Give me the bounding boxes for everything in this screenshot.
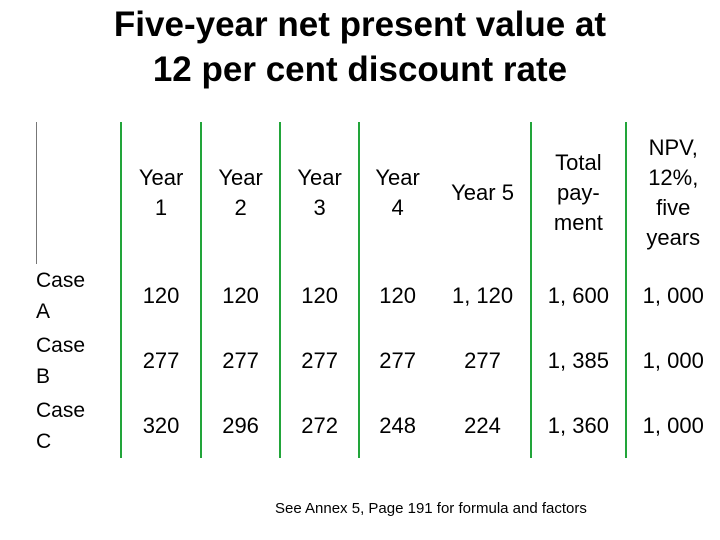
table-row-case-b: Case B 277 277 277 277 277 1, 385 1, 000	[36, 328, 720, 393]
table-cell: 1, 385	[530, 328, 626, 393]
table-row-case-c: Case C 320 296 272 248 224 1, 360 1, 000	[36, 393, 720, 458]
header-year-4: Year 4	[358, 122, 435, 263]
table-row-case-a: Case A 120 120 120 120 1, 120 1, 600 1, …	[36, 263, 720, 328]
table-cell: 120	[278, 263, 360, 328]
table-cell: 277	[464, 347, 501, 373]
table-frame-left	[36, 122, 37, 264]
header-row: Year 1 Year 2 Year 3 Year 4 Year 5 Total…	[36, 122, 720, 263]
table-cell: 248	[358, 393, 435, 458]
title-line-1: Five-year net present value at	[113, 5, 607, 44]
table-cell: 1, 000	[624, 263, 720, 328]
table-cell: 1, 360	[530, 393, 626, 458]
table-cell: 120	[200, 263, 280, 328]
footnote: See Annex 5, Page 191 for formula and fa…	[275, 500, 587, 517]
table-cell: 120	[358, 263, 435, 328]
slide-title: Five-year net present value at 12 per ce…	[0, 2, 720, 92]
table-cell: 1, 600	[530, 263, 626, 328]
header-year-3: Year 3	[278, 122, 360, 263]
table-cell: 277	[358, 328, 435, 393]
table-cell: 120	[119, 263, 202, 328]
table-cell: 277	[119, 328, 202, 393]
row-label: Case B	[36, 333, 86, 388]
title-line-2: 12 per cent discount rate	[152, 50, 568, 89]
table-cell: 296	[200, 393, 280, 458]
header-npv: NPV, 12%, five years	[624, 122, 720, 263]
row-label: Case C	[36, 398, 86, 453]
table-cell: 272	[278, 393, 360, 458]
header-year-1: Year 1	[119, 122, 202, 263]
table-cell: 320	[119, 393, 202, 458]
header-year-5: Year 5	[451, 179, 514, 205]
table-cell: 1, 000	[624, 328, 720, 393]
table-cell: 277	[200, 328, 280, 393]
header-corner	[36, 122, 121, 263]
table-cell: 224	[464, 412, 501, 438]
table-cell: 1, 120	[451, 282, 514, 308]
row-label: Case A	[36, 268, 86, 323]
table-cell: 1, 000	[624, 393, 720, 458]
table-cell: 277	[278, 328, 360, 393]
header-year-2: Year 2	[200, 122, 280, 263]
header-total-payment: Total pay- ment	[530, 122, 626, 263]
npv-table: Year 1 Year 2 Year 3 Year 4 Year 5 Total…	[36, 122, 720, 458]
